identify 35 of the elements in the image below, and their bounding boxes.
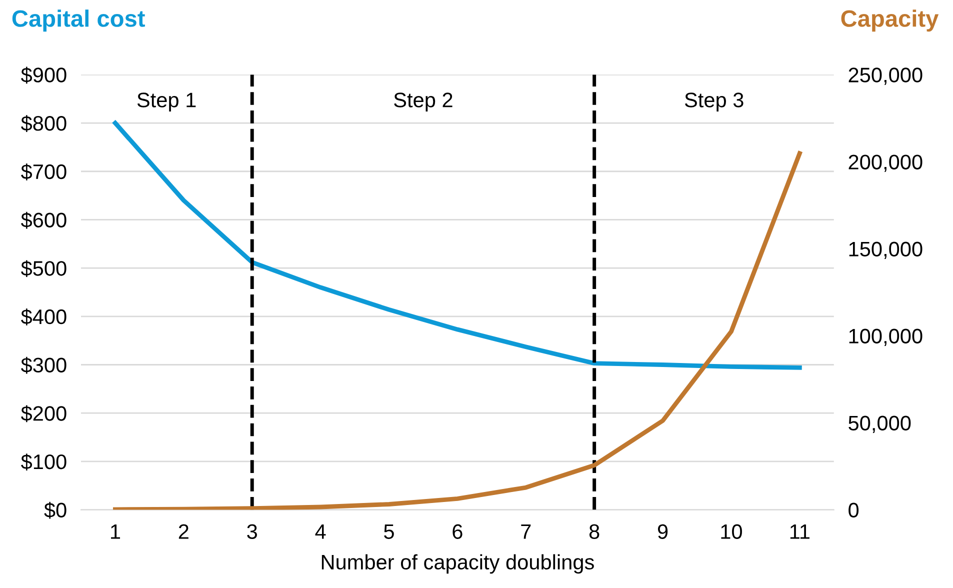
y-tick-label: $300 [21,356,66,374]
y-tick-label: $200 [21,405,66,422]
y-tick-label: $700 [21,163,66,180]
x-tick-label: 9 [658,524,668,539]
x-tick-label: 4 [315,524,326,539]
y-tick-label: $0 [44,502,66,519]
x-tick-label: 3 [247,524,257,539]
y2-tick-label: 200,000 [848,154,922,172]
y-tick-label: $900 [21,66,66,84]
x-axis-title: Number of capacity doublings [322,554,594,574]
y2-axis-title: Capacity [841,10,939,32]
y-tick-label: $800 [21,115,66,132]
annotation: Step 2 [394,92,452,112]
y2-tick-label: 150,000 [849,242,922,259]
annotation: Step 3 [684,92,744,112]
x-tick-label: 8 [589,524,600,539]
line-series [113,151,802,510]
y-tick-label: $500 [21,260,66,278]
line-series [113,120,802,370]
y2-tick-label: 0 [848,502,859,518]
x-tick-label: 6 [452,524,462,539]
annotation: Step 1 [137,92,196,112]
x-tick-label: 1 [111,524,120,539]
y-tick-label: $600 [21,212,66,229]
y-axis-title: Capital cost [12,10,145,32]
x-tick-label: 5 [384,524,394,539]
x-tick-label: 11 [790,524,810,539]
y-tick-label: $400 [21,308,66,326]
y2-tick-label: 250,000 [848,68,922,85]
y2-tick-label: 50,000 [848,416,911,433]
x-tick-label: 10 [721,524,742,539]
x-tick-label: 7 [521,524,531,539]
y2-tick-label: 100,000 [849,328,922,346]
y-tick-label: $100 [21,454,66,470]
x-tick-label: 2 [178,524,188,539]
